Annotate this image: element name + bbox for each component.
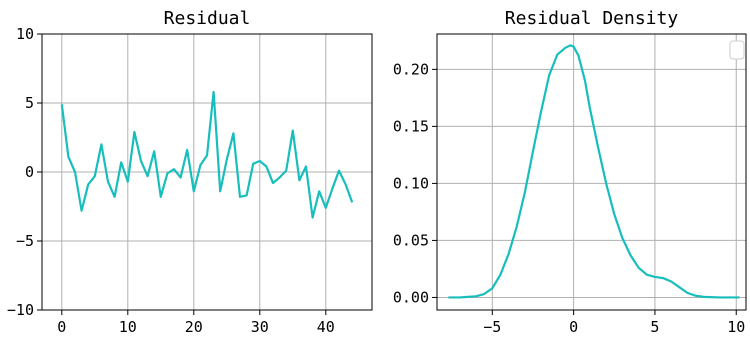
x-tick-label: 5 (650, 318, 659, 336)
chart-title: Residual Density (505, 8, 679, 29)
x-tick-label: 20 (185, 318, 203, 336)
chart-panel-1: 0 10 20 30 40 −10 −5 0 5 10 Residual (7, 8, 373, 336)
y-tick-label: −10 (7, 301, 34, 319)
x-tick-label: −5 (483, 318, 501, 336)
chart-title: Residual (164, 8, 251, 29)
chart-panel-2: −5 0 5 10 0.00 0.05 0.10 0.15 0.20 Residual Densi… (393, 8, 747, 336)
x-tick-label: 40 (317, 318, 335, 336)
y-tick-label: 0.05 (393, 231, 429, 249)
y-tick-label: 5 (25, 94, 34, 112)
y-tick-label: −5 (16, 232, 34, 250)
x-tick-label: 10 (727, 318, 745, 336)
x-tick-label: 0 (569, 318, 578, 336)
series-line (60, 90, 354, 219)
y-tick-label: 0 (25, 163, 34, 181)
legend-box (729, 40, 745, 60)
y-tick-label: 0.15 (393, 117, 429, 135)
y-tick-label: 0.20 (393, 60, 429, 78)
x-tick-label: 0 (57, 318, 66, 336)
y-tick-label: 0.10 (393, 174, 429, 192)
plot-frame (436, 33, 747, 311)
series-line (448, 44, 740, 299)
x-tick-label: 10 (119, 318, 137, 336)
y-tick-label: 10 (16, 25, 34, 43)
x-tick-label: 30 (251, 318, 269, 336)
y-tick-label: 0.00 (393, 288, 429, 306)
